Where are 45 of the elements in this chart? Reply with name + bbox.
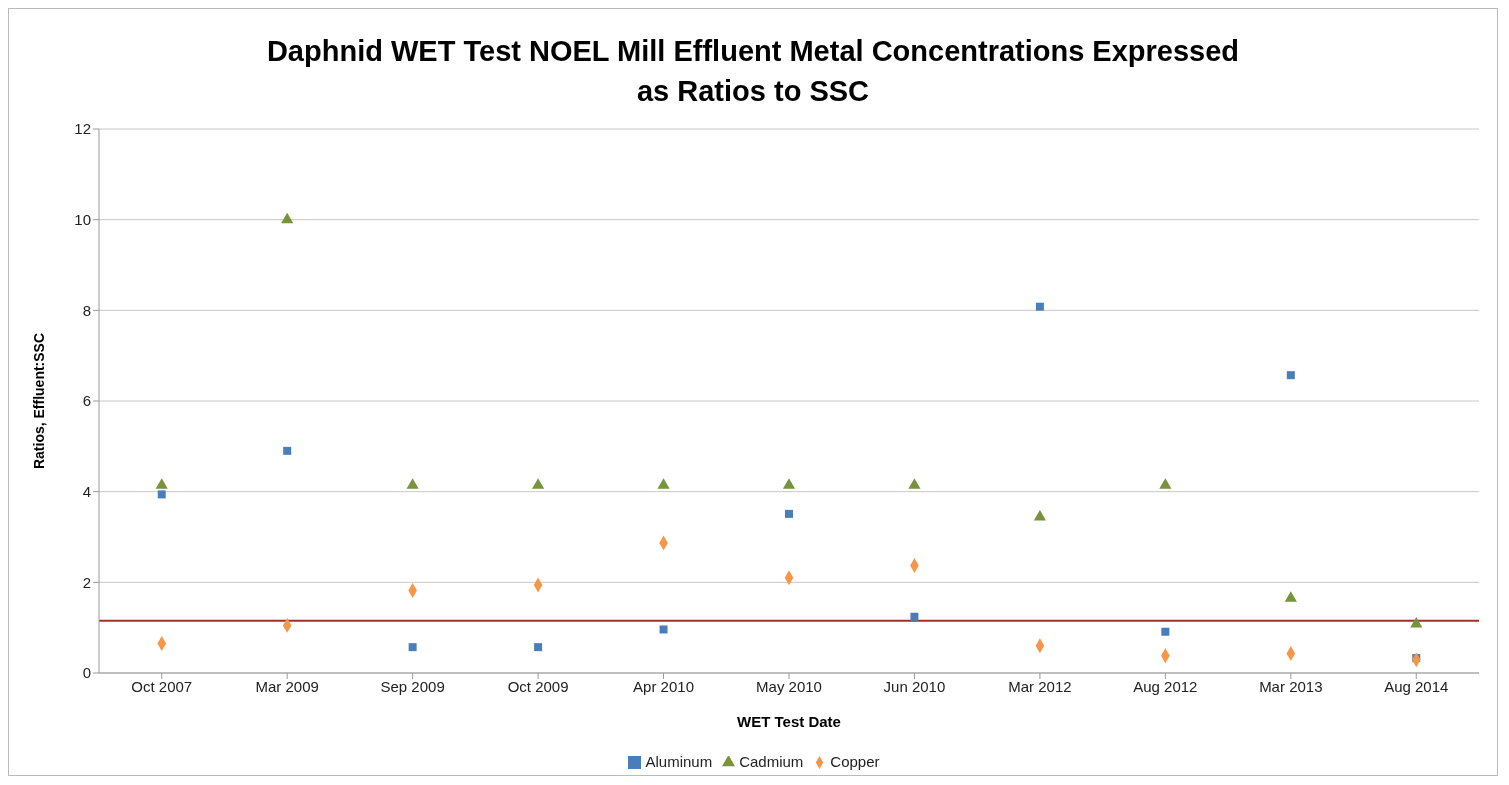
point [910,612,919,621]
y-axis-title: Ratios, Effluent:SSC [30,332,47,470]
point [657,478,670,489]
legend-label: Cadmium [739,753,804,770]
point [1033,510,1046,521]
y-tick-label: 6 [82,392,91,410]
point [782,478,796,489]
point [785,509,793,518]
chart-title: Daphnid WET Test NOEL Mill Effluent Metal Concentrations Expressed as Ratios to SSC [265,34,1241,109]
legend-label: Copper [830,753,880,770]
point [1161,627,1170,636]
y-tick-label: 0 [82,664,91,682]
point [281,212,294,224]
y-tick-label: 10 [74,210,91,228]
point [1159,478,1172,489]
point [1284,591,1297,602]
point [908,478,921,489]
y-tick-label: 4 [82,482,91,500]
point [534,643,543,652]
point [406,478,419,489]
y-tick-label: 12 [74,120,91,138]
point [283,446,292,455]
x-tick-label: Aug 2014 [1384,677,1449,695]
x-tick-label: May 2010 [756,677,822,695]
x-tick-label: Apr 2010 [633,677,694,695]
legend-label: Aluminum [645,753,713,770]
x-tick-label: Oct 2007 [131,677,193,695]
point [659,625,668,634]
y-tick-label: 8 [82,301,91,319]
x-axis-title: WET Test Date [737,713,841,730]
point [1035,302,1044,311]
x-tick-label: Jun 2010 [883,677,946,695]
point [1410,617,1423,628]
y-tick-label: 2 [82,573,91,591]
point [155,478,168,489]
point [532,478,545,489]
x-tick-label: Mar 2009 [255,677,319,695]
x-tick-label: Oct 2009 [507,677,569,695]
x-tick-label: Sep 2009 [380,677,445,695]
point [1286,371,1295,380]
x-tick-label: Mar 2012 [1008,677,1072,695]
point [157,490,166,499]
x-tick-label: Aug 2012 [1133,677,1198,695]
point [408,643,417,652]
x-tick-label: Mar 2013 [1259,677,1323,695]
